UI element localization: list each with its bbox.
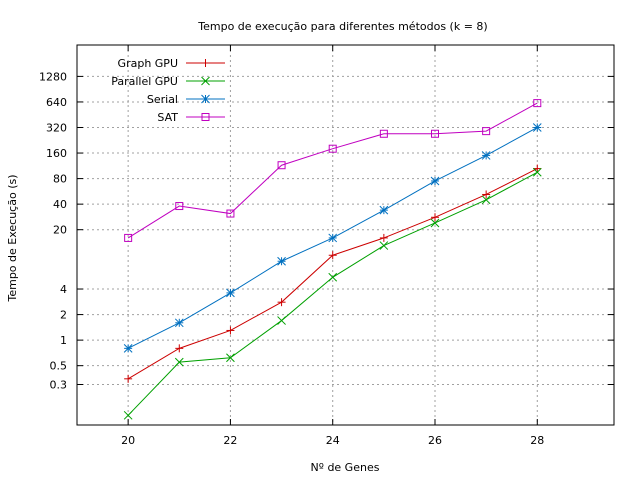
data-point	[277, 256, 286, 266]
y-tick-label: 640	[46, 96, 67, 109]
data-point	[430, 176, 440, 186]
legend-label: Serial	[147, 93, 178, 106]
y-tick-label: 1	[60, 334, 67, 347]
chart-title: Tempo de execução para diferentes método…	[197, 20, 487, 33]
y-tick-label: 2	[60, 309, 67, 322]
data-point	[328, 251, 337, 260]
plot-area	[123, 99, 542, 420]
data-point	[175, 202, 184, 211]
data-point	[201, 76, 210, 86]
x-tick-label: 22	[223, 434, 237, 447]
legend-label: SAT	[157, 111, 178, 124]
data-point	[174, 357, 184, 367]
data-point	[328, 233, 338, 243]
data-point	[431, 129, 439, 138]
data-point	[379, 129, 388, 138]
y-tick-label: 20	[53, 224, 67, 237]
series-line	[127, 171, 538, 416]
data-point	[175, 344, 184, 353]
data-point	[482, 190, 491, 199]
x-tick-label: 28	[530, 434, 544, 447]
data-point	[277, 161, 286, 170]
y-tick-label: 1280	[39, 70, 67, 83]
data-point	[379, 205, 389, 215]
y-tick-label: 40	[53, 198, 67, 211]
y-tick-label: 0.5	[50, 360, 68, 373]
data-point	[201, 59, 210, 67]
y-tick-label: 80	[53, 173, 67, 186]
x-tick-label: 24	[326, 434, 340, 447]
data-point	[124, 233, 133, 242]
data-point	[123, 410, 133, 420]
data-point	[201, 94, 210, 104]
y-tick-label: 4	[60, 283, 67, 296]
y-tick-label: 160	[46, 147, 67, 160]
data-point	[226, 326, 235, 335]
data-point	[532, 123, 542, 132]
data-point	[328, 144, 337, 153]
data-point	[532, 167, 542, 177]
legend-label: Parallel GPU	[111, 75, 178, 88]
data-point	[201, 113, 210, 121]
x-tick-label: 20	[121, 434, 135, 447]
x-axis-label: Nº de Genes	[311, 461, 380, 474]
data-point	[481, 151, 491, 160]
data-point	[226, 209, 235, 218]
data-point	[226, 288, 235, 298]
series-line	[127, 102, 538, 239]
data-point	[482, 127, 491, 136]
data-point	[533, 164, 542, 173]
data-point	[481, 195, 491, 205]
data-point	[431, 213, 439, 222]
data-point	[277, 298, 286, 307]
legend-label: Graph GPU	[118, 57, 178, 70]
data-point	[328, 272, 338, 282]
data-point	[174, 318, 184, 328]
data-point	[277, 316, 286, 325]
data-point	[533, 99, 542, 108]
legend: Graph GPU Parallel GPU Serial SAT	[111, 57, 225, 124]
data-point	[379, 241, 389, 250]
data-point	[430, 218, 440, 228]
y-axis-label: Tempo de Execução (s)	[6, 174, 19, 302]
y-tick-label: 0.3	[50, 379, 68, 392]
data-point	[123, 343, 133, 353]
data-point	[379, 233, 388, 242]
plot-frame	[76, 44, 615, 426]
data-point	[226, 353, 235, 363]
y-tick-label: 320	[46, 121, 67, 134]
x-tick-label: 26	[428, 434, 442, 447]
data-point	[124, 374, 133, 383]
